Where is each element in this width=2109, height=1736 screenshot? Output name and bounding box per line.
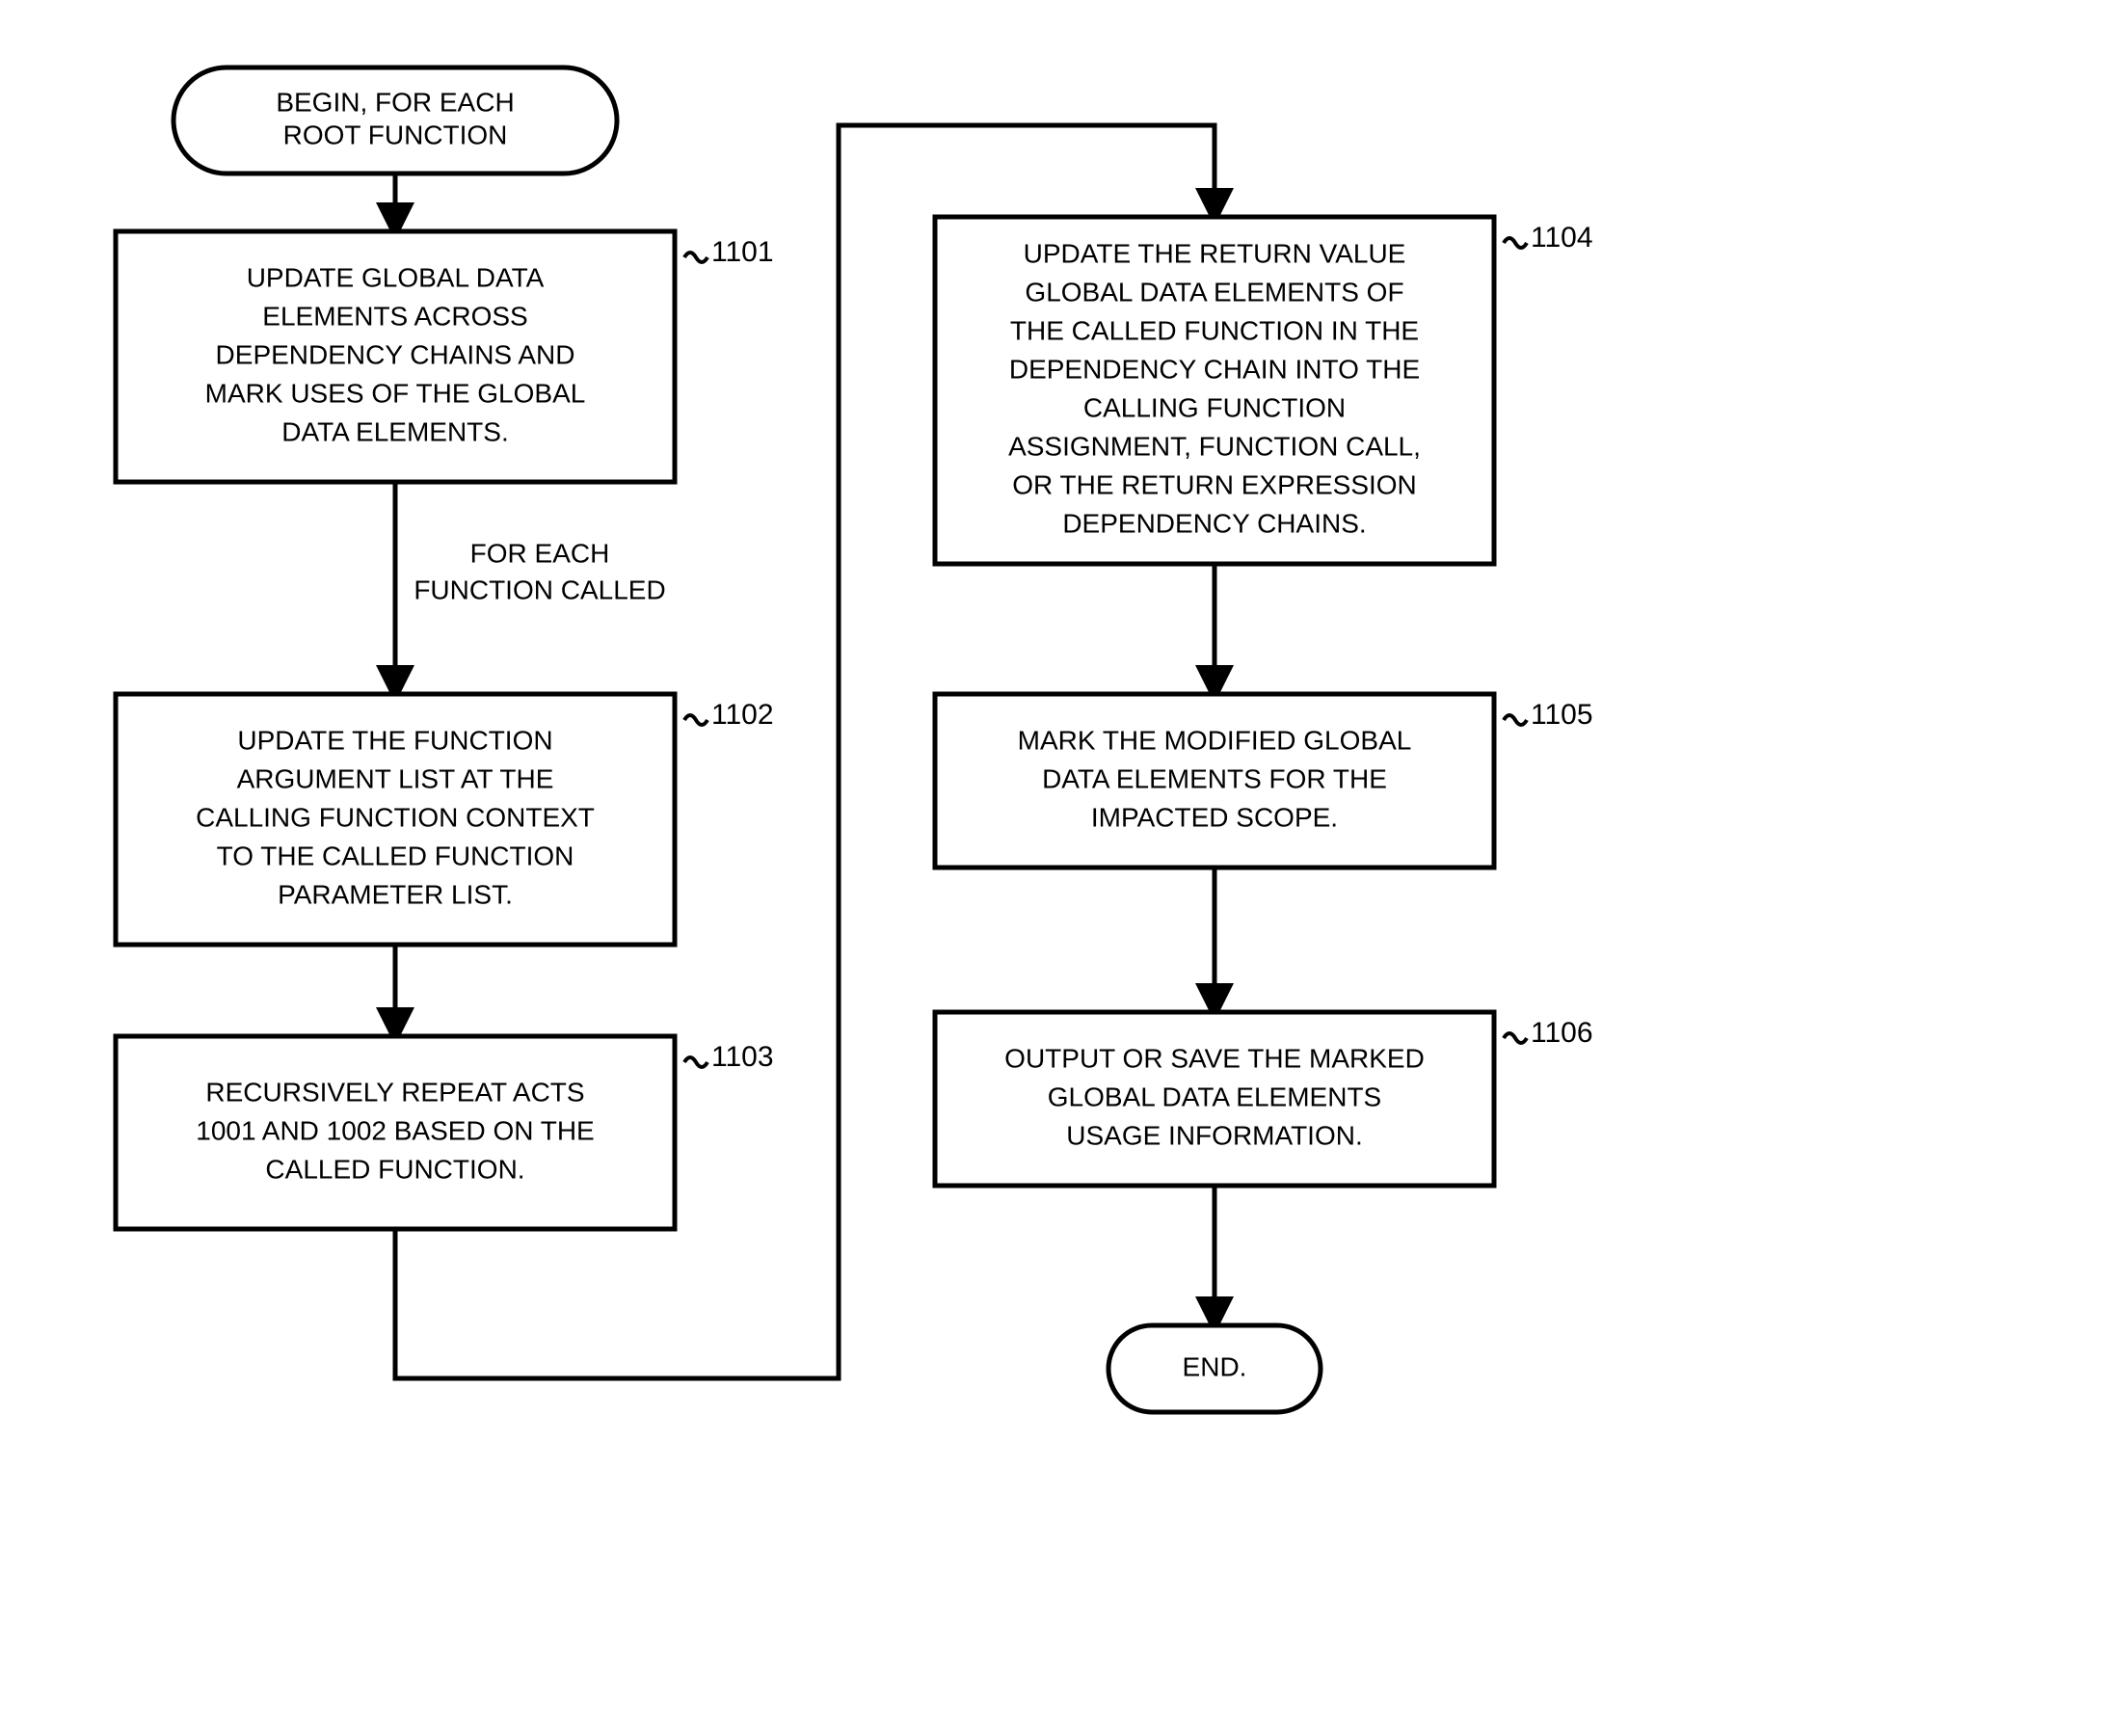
node-label: 1106	[1531, 1017, 1593, 1049]
text-line: UPDATE THE FUNCTION	[237, 725, 552, 755]
node-begin: BEGIN, FOR EACH ROOT FUNCTION	[174, 67, 617, 174]
label-connector	[1504, 715, 1527, 725]
node-n1106: OUTPUT OR SAVE THE MARKED GLOBAL DATA ELE…	[935, 1012, 1593, 1186]
text-line: CALLING FUNCTION	[1083, 392, 1346, 422]
text-line: END.	[1183, 1351, 1247, 1381]
text-line: 1001 AND 1002 BASED ON THE	[196, 1115, 594, 1145]
text-line: ELEMENTS ACROSS	[262, 301, 527, 331]
node-n1104: UPDATE THE RETURN VALUE GLOBAL DATA ELEME…	[935, 217, 1593, 564]
text-line: CALLED FUNCTION.	[265, 1154, 524, 1184]
flowchart: FOR EACH FUNCTION CALLED BEGIN, FOR EACH R…	[0, 0, 2109, 1736]
text-line: OUTPUT OR SAVE THE MARKED	[1004, 1043, 1425, 1073]
text-line: PARAMETER LIST.	[278, 879, 513, 909]
node-label: 1103	[711, 1041, 774, 1073]
text-line: DATA ELEMENTS FOR THE	[1042, 763, 1387, 793]
node-label: 1101	[711, 236, 774, 268]
node-n1102: UPDATE THE FUNCTION ARGUMENT LIST AT THE C…	[116, 694, 774, 945]
text-line: ROOT FUNCTION	[283, 120, 508, 149]
text-line: FOR EACH	[470, 538, 610, 568]
text-line: FUNCTION CALLED	[414, 574, 665, 604]
text-line: GLOBAL DATA ELEMENTS OF	[1025, 277, 1403, 307]
label-connector	[684, 1057, 707, 1067]
node-end: END.	[1108, 1325, 1321, 1412]
text-line: IMPACTED SCOPE.	[1091, 802, 1338, 832]
node-n1101: UPDATE GLOBAL DATA ELEMENTS ACROSS DEPENDE…	[116, 231, 774, 482]
node-label: 1102	[711, 699, 774, 731]
node-n1103: RECURSIVELY REPEAT ACTS 1001 AND 1002 BAS…	[116, 1036, 774, 1229]
edge-1: FOR EACH FUNCTION CALLED	[395, 482, 666, 694]
text-line: TO THE CALLED FUNCTION	[217, 841, 574, 870]
text-line: CALLING FUNCTION CONTEXT	[196, 802, 595, 832]
text-line: USAGE INFORMATION.	[1066, 1120, 1363, 1150]
text-line: ASSIGNMENT, FUNCTION CALL,	[1008, 431, 1421, 461]
text-line: UPDATE THE RETURN VALUE	[1024, 238, 1406, 268]
node-label: 1105	[1531, 699, 1593, 731]
text-line: MARK THE MODIFIED GLOBAL	[1018, 725, 1412, 755]
text-line: ARGUMENT LIST AT THE	[237, 763, 554, 793]
label-connector	[684, 253, 707, 262]
label-connector	[1504, 238, 1527, 248]
node-n1105: MARK THE MODIFIED GLOBAL DATA ELEMENTS FO…	[935, 694, 1593, 868]
text-line: DATA ELEMENTS.	[281, 416, 508, 446]
text-line: DEPENDENCY CHAINS.	[1062, 508, 1366, 538]
text-line: THE CALLED FUNCTION IN THE	[1010, 315, 1419, 345]
text-line: BEGIN, FOR EACH	[276, 87, 514, 117]
text-line: DEPENDENCY CHAINS AND	[216, 339, 575, 369]
text-line: RECURSIVELY REPEAT ACTS	[205, 1077, 584, 1107]
text-line: DEPENDENCY CHAIN INTO THE	[1009, 354, 1420, 384]
text-line: GLOBAL DATA ELEMENTS	[1048, 1082, 1381, 1111]
text-line: OR THE RETURN EXPRESSION	[1012, 469, 1417, 499]
label-connector	[684, 715, 707, 725]
text-line: UPDATE GLOBAL DATA	[247, 262, 545, 292]
label-connector	[1504, 1033, 1527, 1043]
text-line: MARK USES OF THE GLOBAL	[205, 378, 586, 408]
node-label: 1104	[1531, 222, 1593, 254]
